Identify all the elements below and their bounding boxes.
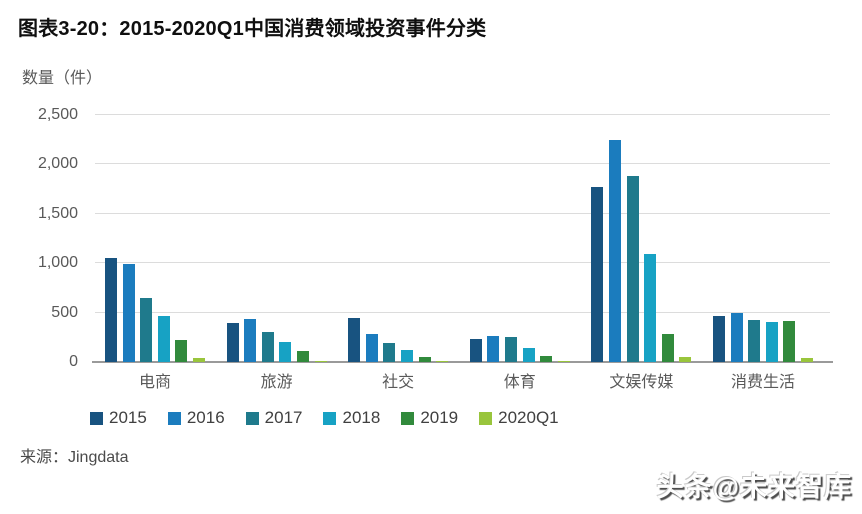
bar-消费生活-2015 [713, 316, 725, 362]
legend-swatch-icon [401, 411, 415, 425]
bar-电商-2015 [105, 258, 117, 362]
bar-文娱传媒-2017 [626, 176, 639, 362]
watermark: 头条@未来智库 [656, 472, 852, 502]
bar-体育-2019 [540, 356, 553, 362]
x-category-label: 社交 [382, 374, 415, 391]
bar-group-1 [105, 115, 205, 362]
bar-社交-2020Q1 [436, 361, 449, 362]
y-tick-label: 2,000 [37, 155, 78, 173]
bar-文娱传媒-2019 [661, 334, 674, 362]
bar-社交-2015 [348, 318, 361, 362]
legend: 2015 2016 2017 2018 2019 2020Q1 [90, 408, 559, 428]
bar-group-2 [226, 115, 327, 362]
bar-体育-2018 [522, 348, 535, 362]
legend-swatch-icon [167, 411, 181, 425]
x-category-label: 文娱传媒 [609, 374, 674, 391]
legend-item-2016: 2016 [167, 408, 225, 428]
x-category-label: 消费生活 [730, 374, 795, 391]
y-tick-label: 500 [51, 303, 78, 321]
bar-消费生活-2020Q1 [800, 358, 813, 362]
bar-社交-2016 [365, 334, 378, 362]
bar-电商-2016 [122, 264, 135, 362]
legend-swatch-icon [245, 411, 259, 425]
bar-体育-2015 [469, 339, 482, 362]
bar-旅游-2019 [296, 351, 309, 362]
y-tick-label: 2,500 [37, 106, 78, 123]
gridline [95, 163, 830, 165]
chart-title: 图表3-20：2015-2020Q1中国消费领域投资事件分类 [18, 18, 487, 40]
bar-旅游-2015 [226, 323, 239, 362]
bar-体育-2017 [504, 337, 517, 362]
bar-group-5 [591, 115, 692, 362]
legend-item-2018: 2018 [323, 408, 380, 428]
legend-label: 2015 [109, 408, 147, 427]
y-tick-label: 1,000 [37, 254, 78, 272]
bar-电商-2018 [157, 316, 170, 362]
bar-社交-2017 [383, 343, 396, 362]
x-category-label: 体育 [503, 374, 536, 391]
source-note: 来源：Jingdata [20, 449, 129, 466]
bar-group-4 [469, 115, 570, 362]
y-axis-unit-label: 数量（件） [22, 70, 103, 87]
gridline [95, 262, 830, 264]
bar-消费生活-2019 [783, 321, 796, 362]
bar-group-3 [348, 115, 449, 362]
legend-label: 2019 [420, 408, 459, 427]
bar-体育-2016 [487, 336, 500, 362]
legend-item-2020Q1: 2020Q1 [479, 408, 559, 428]
legend-swatch-icon [90, 411, 103, 425]
bar-社交-2018 [400, 350, 413, 362]
legend-label: 2018 [342, 408, 381, 427]
gridline [95, 114, 830, 115]
bar-旅游-2017 [261, 332, 274, 362]
bar-社交-2019 [418, 357, 431, 362]
gridline [95, 311, 830, 313]
y-axis: 0 500 1,000 1,500 2,000 2,500 [0, 106, 78, 370]
bar-旅游-2020Q1 [314, 361, 327, 362]
bar-电商-2019 [175, 340, 188, 362]
x-category-label: 电商 [138, 374, 171, 391]
x-axis-labels: 电商 旅游 社交 体育 文娱传媒 消费生活 [95, 368, 830, 392]
plot-area [92, 114, 833, 363]
legend-item-2019: 2019 [401, 408, 458, 428]
bar-文娱传媒-2020Q1 [679, 357, 692, 362]
bar-消费生活-2018 [765, 322, 778, 362]
bar-体育-2020Q1 [557, 361, 570, 362]
bar-文娱传媒-2018 [644, 254, 657, 362]
bar-消费生活-2017 [748, 320, 761, 362]
y-tick-label: 1,500 [37, 204, 78, 222]
bar-文娱传媒-2016 [608, 140, 621, 362]
bar-group-6 [713, 115, 813, 362]
gridline [95, 212, 830, 214]
bar-电商-2017 [140, 298, 153, 362]
x-axis-line [92, 361, 833, 363]
legend-item-2017: 2017 [245, 408, 303, 428]
legend-label: 2020Q1 [498, 408, 559, 427]
x-category-label: 旅游 [260, 374, 293, 391]
legend-label: 2017 [264, 408, 303, 427]
bar-文娱传媒-2015 [591, 187, 604, 362]
y-tick-label: 0 [69, 353, 78, 370]
legend-label: 2016 [186, 408, 225, 427]
legend-swatch-icon [479, 411, 493, 425]
bar-电商-2020Q1 [192, 358, 205, 362]
bar-旅游-2016 [244, 319, 257, 362]
bar-消费生活-2016 [730, 313, 743, 362]
legend-item-2015: 2015 [90, 408, 147, 428]
legend-swatch-icon [323, 411, 337, 425]
bar-旅游-2018 [279, 342, 292, 362]
